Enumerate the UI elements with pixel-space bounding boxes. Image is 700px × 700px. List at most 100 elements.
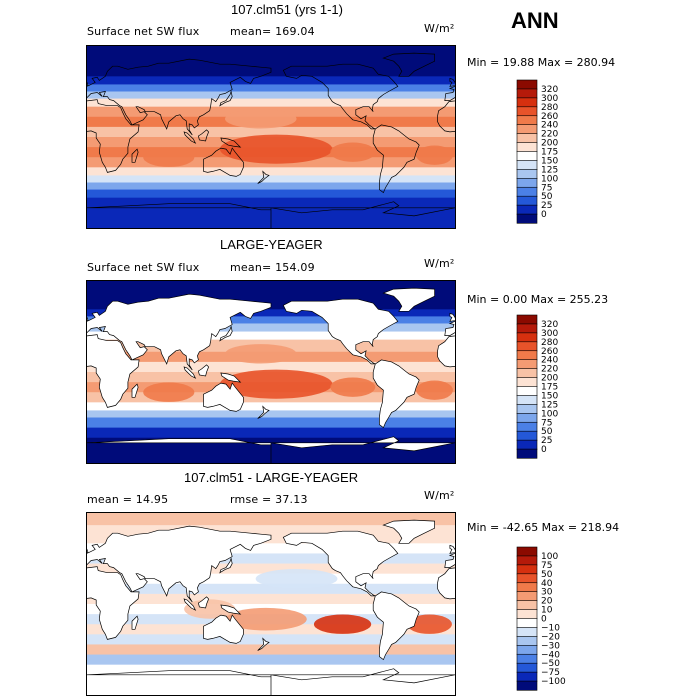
colorbar-tick-label: 280 <box>541 103 558 113</box>
colorbar-tick-label: 260 <box>541 112 558 122</box>
field-band <box>87 634 455 645</box>
coastline-greatBritain <box>87 316 89 321</box>
coastline-southAmerica <box>372 591 420 661</box>
panel-2-title: LARGE-YEAGER <box>220 237 323 252</box>
field-band <box>87 323 455 333</box>
colorbar-swatch <box>516 169 538 179</box>
colorbar-tick-label: 25 <box>541 436 552 446</box>
coastline-greatBritain <box>449 544 455 554</box>
colorbar-swatch <box>516 151 538 162</box>
coastline-borneo <box>197 596 210 609</box>
field-blob <box>143 147 195 167</box>
panel-2-colorbar: 320 300 280 260 240 220 200 175 150 125 100 75 50 25 0 <box>516 314 571 459</box>
field-blob <box>416 380 453 400</box>
coastline-nzealand <box>257 637 270 651</box>
colorbar-swatch <box>516 106 538 117</box>
colorbar-tick-label: 280 <box>541 338 558 348</box>
coastline-japan <box>219 90 233 107</box>
coastline-southAmerica <box>372 124 420 194</box>
coastline-sumatra <box>183 598 197 611</box>
coastline-africa <box>87 334 140 408</box>
colorbar-tick-label: 50 <box>541 427 553 437</box>
colorbar-tick-label: 220 <box>541 130 558 140</box>
colorbar-swatch <box>516 564 538 575</box>
coastline-newGuinea <box>220 604 242 615</box>
panel-3-mean: mean = 14.95 <box>87 493 169 506</box>
panel-2-variable: Surface net SW flux <box>87 261 200 274</box>
coastline-antarctica <box>87 670 272 695</box>
coastline-greenland <box>382 287 435 312</box>
coastline-greatBritain <box>449 77 455 87</box>
colorbar-tick-label: 220 <box>541 365 558 375</box>
colorbar-tick-label: 175 <box>541 383 558 393</box>
colorbar-swatch <box>516 555 538 566</box>
coastline-nzealand <box>257 170 270 184</box>
colorbar-swatch <box>516 142 538 153</box>
colorbar-tick-label: 0 <box>541 210 547 220</box>
colorbar-tick-label: 10 <box>541 606 553 616</box>
colorbar-swatch <box>516 332 538 343</box>
coastline-japan <box>219 325 233 342</box>
coastline-greatBritain <box>87 81 89 86</box>
coastline-borneo <box>197 364 210 377</box>
colorbar-tick-label: 0 <box>541 615 547 625</box>
colorbar-swatch <box>516 645 538 655</box>
colorbar-tick-label: 20 <box>541 597 553 607</box>
colorbar-swatch <box>516 79 538 90</box>
coastline-southAmerica <box>372 359 420 429</box>
coastline-australia <box>203 614 244 644</box>
coastline-greenland <box>382 519 435 544</box>
coastline-eurasia <box>444 320 455 336</box>
field-band <box>87 410 455 418</box>
panel-1-variable: Surface net SW flux <box>87 25 200 38</box>
colorbar-swatch <box>516 133 538 144</box>
field-blob <box>255 569 338 589</box>
colorbar-swatch <box>516 368 538 379</box>
coastline-madagascar <box>131 615 139 630</box>
colorbar-swatch <box>516 680 538 691</box>
colorbar-swatch <box>516 178 538 188</box>
colorbar-tick-label: 25 <box>541 201 552 211</box>
panel-3-minmax: Min = -42.65 Max = 218.94 <box>467 521 620 534</box>
colorbar-tick-label: 50 <box>541 570 553 580</box>
field-blob <box>225 607 307 631</box>
colorbar-tick-label: 75 <box>541 561 552 571</box>
colorbar-swatch <box>516 546 538 557</box>
colorbar-tick-label: 150 <box>541 156 558 166</box>
field-blob <box>406 614 452 634</box>
colorbar-tick-label: 125 <box>541 400 558 410</box>
colorbar-tick-label: 0 <box>541 445 547 455</box>
field-band <box>87 167 455 176</box>
field-band <box>87 644 455 656</box>
colorbar-swatch <box>516 662 538 673</box>
coastline-eurasia <box>87 293 272 371</box>
coastline-madagascar <box>131 383 139 398</box>
colorbar-tick-label: 300 <box>541 94 558 104</box>
coastline-africa <box>437 567 455 600</box>
field-blob <box>219 369 333 399</box>
field-band <box>87 316 455 324</box>
colorbar-swatch <box>516 377 538 388</box>
panel-3-colorbar: 100 75 50 40 30 20 10 0 −10 −20 −30 −40 −50 −75 −100 <box>516 546 571 691</box>
field-band <box>87 361 455 373</box>
coastline-antarctica <box>270 668 455 684</box>
coastline-africa <box>87 566 140 640</box>
coastline-antarctica <box>87 438 272 463</box>
colorbar-tick-label: 300 <box>541 329 558 339</box>
field-band <box>87 593 455 605</box>
field-band <box>87 654 455 666</box>
colorbar-tick-label: 50 <box>541 192 553 202</box>
field-band <box>87 175 455 183</box>
field-band <box>87 98 455 108</box>
colorbar-swatch <box>516 359 538 370</box>
colorbar-tick-label: 100 <box>541 552 558 562</box>
colorbar-tick-label: 30 <box>541 588 553 598</box>
coastline-japan <box>219 557 233 574</box>
colorbar-tick-label: −10 <box>541 623 560 633</box>
field-blob <box>313 614 372 634</box>
coastline-sumatra <box>183 366 197 379</box>
coastline-africa <box>87 99 140 173</box>
coastline-greenland <box>382 52 435 77</box>
panel-2-mean: mean= 154.09 <box>230 261 315 274</box>
colorbar-swatch <box>516 341 538 352</box>
